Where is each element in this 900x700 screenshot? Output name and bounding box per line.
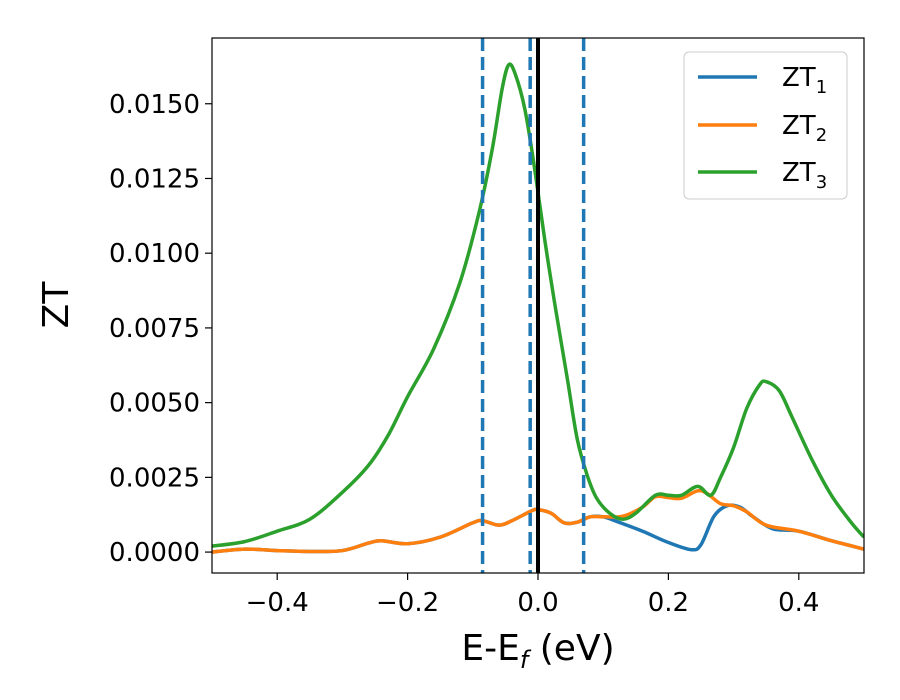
y-tick-label: 0.0150	[109, 90, 200, 120]
legend-label-zt2: ZT2	[782, 111, 827, 146]
x-tick-label: 0.4	[778, 588, 819, 618]
x-tick-label: −0.2	[376, 588, 439, 618]
y-tick-label: 0.0050	[109, 389, 200, 419]
series-lines	[212, 62, 864, 554]
x-axis-title: E-Ef (eV)	[461, 628, 614, 674]
legend-label-zt3: ZT3	[782, 158, 827, 193]
x-axis-ticks: −0.4 −0.2 0.0 0.2 0.4	[246, 573, 819, 618]
y-tick-label: 0.0075	[109, 314, 200, 344]
x-tick-label: 0.0	[517, 588, 558, 618]
legend: ZT1 ZT2 ZT3	[683, 51, 848, 200]
y-tick-label: 0.0100	[109, 239, 200, 269]
series-line-zt2	[212, 488, 864, 554]
y-axis-ticks: 0.0000 0.0025 0.0050 0.0075 0.0100 0.0125 0.01…	[109, 90, 212, 568]
legend-box	[683, 51, 848, 200]
y-tick-label: 0.0025	[109, 463, 200, 493]
reference-lines	[480, 38, 586, 573]
x-tick-label: −0.4	[246, 588, 309, 618]
x-tick-label: 0.2	[648, 588, 689, 618]
y-axis-title: ZT	[36, 281, 77, 329]
series-line-zt3	[212, 62, 864, 548]
legend-label-zt1: ZT1	[782, 63, 827, 98]
y-tick-label: 0.0125	[109, 164, 200, 194]
y-tick-label: 0.0000	[109, 538, 200, 568]
